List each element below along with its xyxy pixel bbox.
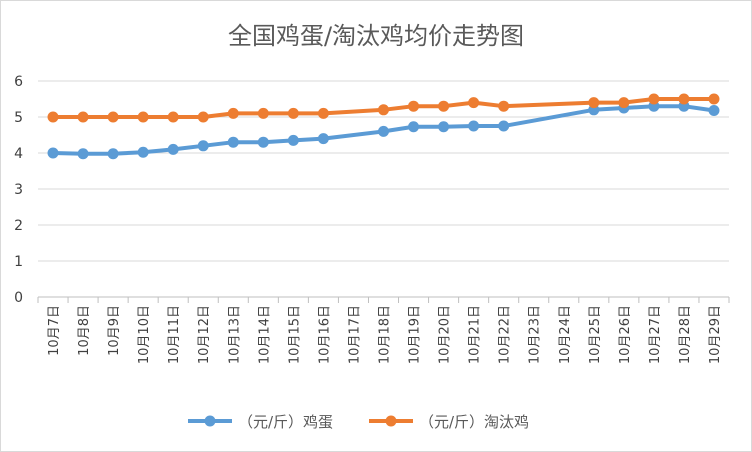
x-tick-label: 10月14日: [257, 305, 272, 364]
data-point: [197, 140, 209, 152]
x-tick-label: 10月25日: [588, 305, 603, 364]
data-point: [257, 107, 269, 119]
series-layer: [47, 93, 720, 160]
x-tick-label: 10月26日: [618, 305, 633, 364]
x-tick-label: 10月19日: [408, 305, 423, 364]
x-axis: 10月7日 10月8日 10月9日 10月10日 10月11日 10月12日 10月13日 1…: [37, 296, 730, 364]
data-point: [197, 111, 209, 123]
x-tick-label: 10月13日: [227, 305, 242, 364]
y-tick-label: 5: [14, 110, 23, 126]
x-tick-label: 10月18日: [378, 305, 393, 364]
data-point: [588, 97, 600, 109]
data-point: [287, 134, 299, 146]
data-point: [438, 100, 450, 112]
data-point: [648, 93, 660, 105]
data-point: [708, 93, 720, 105]
data-point: [227, 136, 239, 148]
data-point: [167, 111, 179, 123]
y-tick-label: 0: [14, 290, 23, 306]
x-tick-label: 10月8日: [77, 305, 92, 356]
legend-label: （元/斤）鸡蛋: [238, 413, 333, 431]
y-axis-ticks: 0 1 2 3 4 5 6: [14, 74, 23, 306]
data-point: [137, 146, 149, 158]
y-tick-label: 1: [14, 254, 23, 270]
data-point: [498, 120, 510, 132]
data-point: [468, 97, 480, 109]
data-point: [708, 105, 720, 117]
y-tick-label: 4: [14, 146, 23, 162]
x-tick-label: 10月20日: [438, 305, 453, 364]
data-point: [287, 107, 299, 119]
x-tick-label: 10月29日: [708, 305, 723, 364]
x-tick-label: 10月17日: [347, 305, 362, 364]
legend-label: （元/斤）淘汰鸡: [419, 413, 529, 431]
x-tick-label: 10月12日: [197, 305, 212, 364]
legend-item-2: （元/斤）淘汰鸡: [369, 413, 529, 431]
data-point: [678, 93, 690, 105]
data-point: [47, 147, 59, 159]
data-point: [257, 136, 269, 148]
data-point: [468, 120, 480, 132]
data-point: [227, 107, 239, 119]
data-point: [107, 111, 119, 123]
data-point: [378, 104, 389, 116]
data-point: [137, 111, 149, 123]
x-tick-label: 10月28日: [678, 305, 693, 364]
data-point: [107, 148, 119, 160]
legend: （元/斤）鸡蛋 （元/斤）淘汰鸡: [188, 413, 529, 431]
series-2: [47, 93, 720, 123]
x-tick-label: 10月27日: [648, 305, 663, 364]
data-point: [317, 133, 329, 145]
data-point: [408, 121, 420, 133]
x-tick-label: 10月23日: [528, 305, 543, 364]
y-tick-label: 2: [14, 218, 23, 234]
x-tick-label: 10月24日: [558, 305, 573, 364]
x-tick-label: 10月21日: [468, 305, 483, 364]
x-tick-label: 10月15日: [287, 305, 302, 364]
x-tick-label: 10月11日: [167, 305, 182, 364]
data-point: [77, 148, 89, 160]
series-1: [47, 100, 720, 160]
x-tick-label: 10月16日: [317, 305, 332, 364]
data-point: [317, 107, 329, 119]
y-tick-label: 3: [14, 182, 23, 198]
data-point: [167, 143, 179, 155]
chart-title: 全国鸡蛋/淘汰鸡均价走势图: [228, 22, 524, 50]
legend-swatch-marker: [204, 415, 216, 427]
data-point: [438, 121, 450, 133]
y-tick-label: 6: [14, 74, 23, 90]
data-point: [77, 111, 89, 123]
x-tick-label: 10月9日: [107, 305, 122, 356]
data-point: [378, 125, 389, 137]
data-point: [618, 97, 630, 109]
data-point: [498, 100, 510, 112]
x-tick-label: 10月7日: [47, 305, 62, 356]
legend-swatch-marker: [385, 415, 397, 427]
x-tick-label: 10月22日: [498, 305, 513, 364]
data-point: [408, 100, 420, 112]
x-tick-label: 10月10日: [137, 305, 152, 364]
data-point: [47, 111, 59, 123]
legend-item-1: （元/斤）鸡蛋: [188, 413, 333, 431]
